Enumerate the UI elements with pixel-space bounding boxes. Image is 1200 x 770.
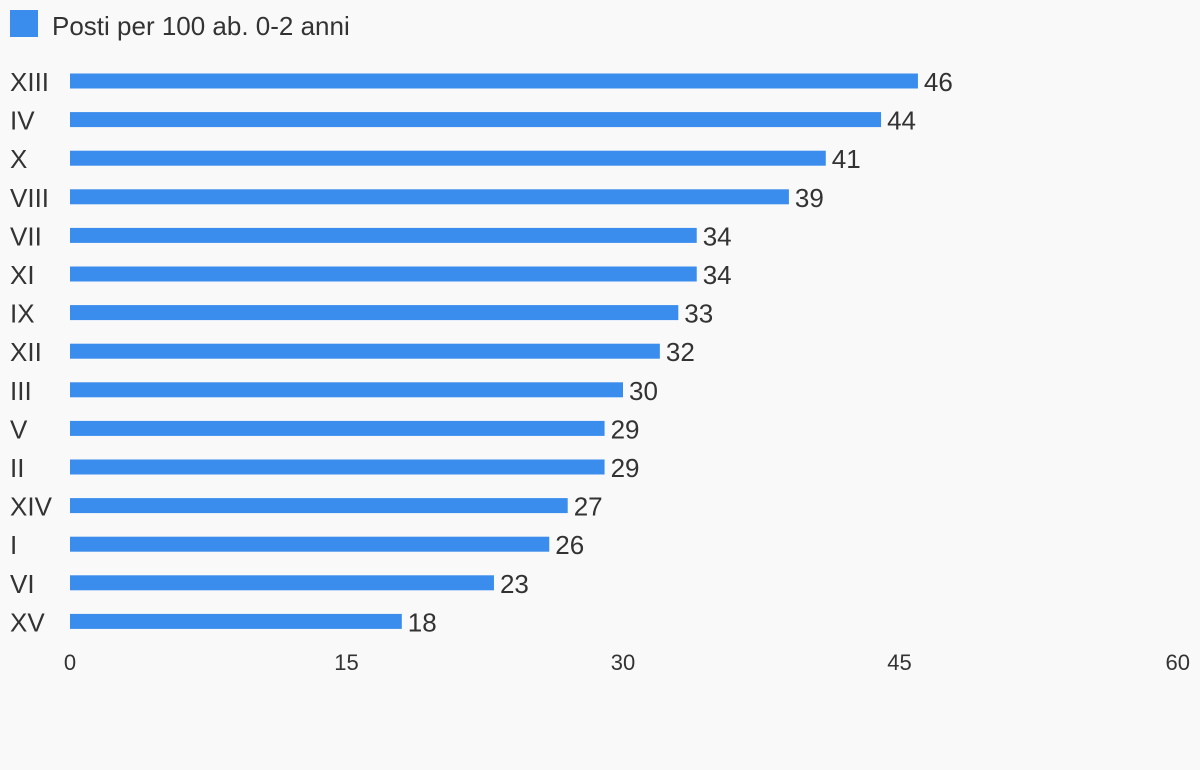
value-label: 44	[887, 106, 916, 136]
bar	[70, 227, 697, 243]
category-label: XII	[10, 337, 42, 367]
bars	[70, 73, 918, 629]
value-label: 34	[703, 221, 732, 251]
value-label: 32	[666, 337, 695, 367]
x-tick-label: 15	[334, 650, 358, 675]
category-label: IV	[10, 106, 35, 136]
category-label: X	[10, 144, 27, 174]
legend-label: Posti per 100 ab. 0-2 anni	[52, 11, 350, 41]
legend: Posti per 100 ab. 0-2 anni	[10, 10, 350, 41]
category-label: XIII	[10, 67, 49, 97]
category-label: II	[10, 453, 24, 483]
bar	[70, 343, 660, 359]
category-label: VII	[10, 221, 42, 251]
x-tick-label: 45	[887, 650, 911, 675]
bar	[70, 112, 882, 128]
value-label: 26	[555, 530, 584, 560]
value-label: 23	[500, 569, 529, 599]
category-label: XI	[10, 260, 35, 290]
bar	[70, 420, 605, 436]
category-label: VI	[10, 569, 35, 599]
value-label: 41	[832, 144, 861, 174]
legend-swatch	[10, 10, 38, 37]
category-label: III	[10, 376, 32, 406]
category-label: IX	[10, 299, 35, 329]
x-axis-ticks: 0 15 30 45 60	[64, 650, 1190, 675]
bar	[70, 382, 623, 398]
category-label: V	[10, 414, 28, 444]
bar	[70, 536, 550, 552]
bar	[70, 498, 568, 514]
value-label: 33	[684, 299, 713, 329]
bar	[70, 189, 789, 205]
bar	[70, 459, 605, 475]
value-label: 29	[611, 453, 640, 483]
category-label: XIV	[10, 492, 53, 522]
category-label: I	[10, 530, 17, 560]
value-label: 18	[408, 607, 437, 637]
x-tick-label: 0	[64, 650, 76, 675]
value-labels: 46 44 41 39 34 34 33 32 30 29 29 27 26 23 18	[408, 67, 953, 637]
value-label: 29	[611, 414, 640, 444]
x-tick-label: 30	[611, 650, 635, 675]
bar	[70, 266, 697, 282]
value-label: 27	[574, 492, 603, 522]
value-label: 34	[703, 260, 732, 290]
x-tick-label: 60	[1166, 650, 1190, 675]
category-label: VIII	[10, 183, 49, 213]
category-label: XV	[10, 607, 45, 637]
bar	[70, 575, 494, 591]
bar	[70, 150, 826, 166]
bar	[70, 613, 402, 629]
bar	[70, 73, 918, 89]
bar	[70, 305, 679, 321]
value-label: 39	[795, 183, 824, 213]
value-label: 30	[629, 376, 658, 406]
value-label: 46	[924, 67, 953, 97]
